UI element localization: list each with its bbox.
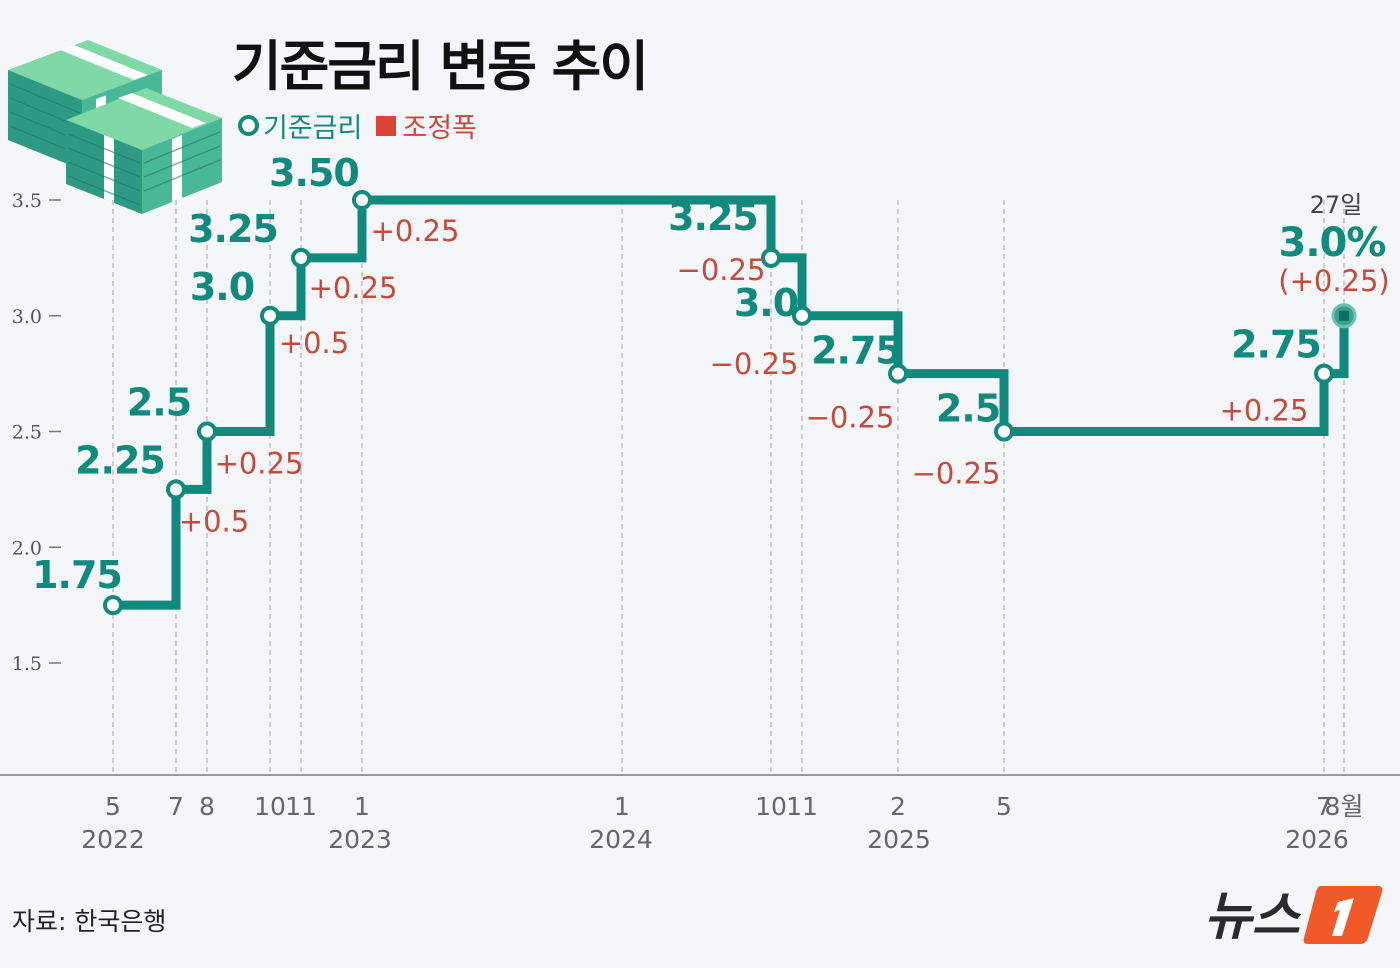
rate-value-label: 3.25 (668, 195, 758, 239)
rate-point (197, 421, 217, 442)
rate-change-label: +0.25 (309, 271, 398, 305)
rate-point (888, 363, 908, 384)
x-tick-month: 5 (996, 792, 1012, 821)
y-tick-label: 1.5 (12, 653, 42, 675)
x-tick-year: 2023 (328, 825, 392, 854)
rate-value-label: 3.25 (188, 207, 278, 251)
legend-rate-marker (238, 115, 259, 136)
rate-change-label: −0.25 (806, 401, 895, 435)
y-tick-label: 2.5 (12, 422, 42, 444)
rate-value-label: 2.5 (936, 387, 1000, 431)
legend-adjustment-label: 조정폭 (402, 113, 477, 144)
rate-point (761, 247, 781, 268)
rate-change-label: +0.25 (215, 447, 304, 481)
x-tick-month: 10 (755, 792, 787, 821)
x-tick-month: 7 (168, 792, 184, 821)
rate-series-line (113, 195, 1349, 610)
y-tick-label: 2.0 (12, 537, 42, 559)
rate-point (792, 305, 812, 326)
money-stack-icon (8, 40, 222, 214)
news1-logo: 뉴스 (1204, 886, 1383, 947)
rate-value-label: 3.0% (1279, 220, 1386, 266)
rate-note-label: 27일 (1310, 191, 1363, 219)
legend-adjustment-marker (376, 115, 397, 136)
x-tick-month: 1 (354, 792, 370, 821)
rate-change-label: +0.5 (279, 326, 349, 360)
rate-change-label: +0.5 (179, 504, 249, 538)
rate-value-label: 2.25 (75, 438, 165, 482)
rate-point-marker (1339, 310, 1349, 321)
x-tick-month: 10 (254, 792, 286, 821)
rate-change-label: +0.25 (1220, 394, 1309, 428)
x-tick-month: 1 (614, 792, 630, 821)
y-tick-label: 3.0 (12, 306, 42, 328)
rate-change-label: +0.25 (371, 214, 460, 248)
rate-value-label: 2.75 (1231, 323, 1321, 367)
legend-rate-label: 기준금리 (263, 113, 363, 144)
x-tick-month: 2 (890, 792, 906, 821)
x-tick-year: 2026 (1285, 825, 1349, 854)
x-tick-year: 2022 (81, 825, 145, 854)
rate-point (260, 305, 280, 326)
rate-point (291, 247, 311, 268)
y-tick-label: 3.5 (12, 190, 42, 212)
rate-value-label: 2.75 (811, 329, 901, 373)
x-tick-year: 2025 (867, 825, 931, 854)
rate-point (166, 479, 186, 500)
chart-title: 기준금리 변동 추이 (232, 35, 649, 98)
x-tick-month: 11 (285, 792, 317, 821)
rate-change-label: (+0.25) (1278, 264, 1390, 298)
rate-change-label: −0.25 (912, 457, 1001, 491)
x-tick-month: 8월 (1325, 792, 1364, 821)
rate-value-label: 1.75 (32, 553, 122, 597)
rate-change-label: −0.25 (710, 347, 799, 381)
rate-point (103, 595, 123, 616)
rate-value-label: 3.0 (734, 281, 798, 325)
rate-value-label: 2.5 (127, 381, 191, 425)
x-tick-month: 11 (786, 792, 818, 821)
source-note: 자료: 한국은행 (12, 907, 167, 936)
x-tick-month: 7 (1316, 792, 1332, 821)
legend: 기준금리 조정폭 (238, 106, 477, 145)
rate-point (1314, 363, 1334, 384)
logo-text: 뉴스 (1204, 887, 1302, 947)
x-tick-year: 2024 (589, 825, 653, 854)
rate-change-label: −0.25 (677, 253, 766, 287)
rate-point (994, 421, 1014, 442)
rate-point (352, 190, 372, 210)
rate-value-label: 3.50 (269, 151, 359, 195)
x-tick-month: 8 (199, 792, 215, 821)
x-tick-month: 5 (105, 792, 121, 821)
rate-value-label: 3.0 (190, 265, 254, 309)
